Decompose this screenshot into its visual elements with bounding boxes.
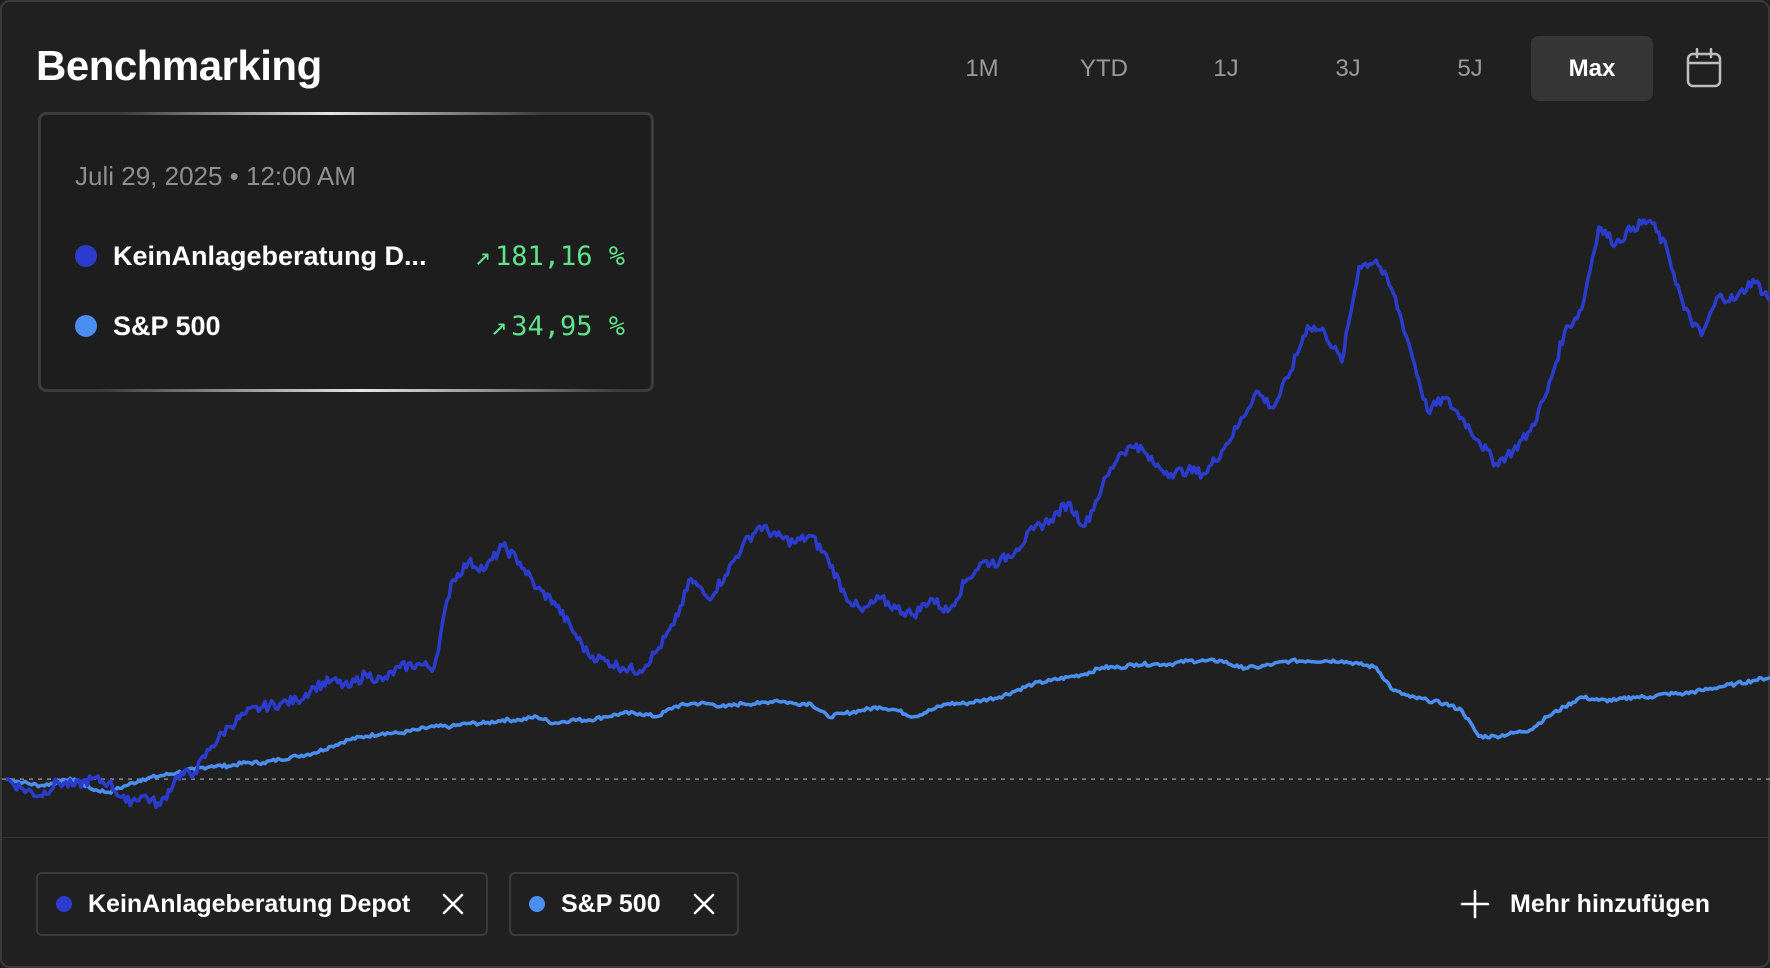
- close-icon[interactable]: [691, 891, 717, 917]
- tooltip-row-depot: KeinAnlageberatung D... ↗ 181,16 %: [75, 236, 625, 276]
- tooltip-series-value: ↗ 181,16 %: [475, 241, 625, 272]
- calendar-icon[interactable]: [1686, 48, 1722, 88]
- add-benchmark-label: Mehr hinzufügen: [1510, 889, 1710, 918]
- series-dot-icon: [529, 896, 545, 912]
- tooltip-row-sp500: S&P 500 ↗ 34,95 %: [75, 306, 625, 346]
- range-1j[interactable]: 1J: [1213, 55, 1239, 82]
- range-max[interactable]: Max: [1531, 36, 1653, 101]
- tooltip-series-name: KeinAnlageberatung D...: [113, 240, 427, 271]
- arrow-up-right-icon: ↗: [474, 240, 491, 272]
- tooltip-highlight: [101, 389, 621, 392]
- add-benchmark-button[interactable]: Mehr hinzufügen: [1460, 882, 1710, 926]
- chip-label: S&P 500: [561, 889, 661, 918]
- chart-tooltip: Juli 29, 2025 • 12:00 AM KeinAnlageberat…: [38, 112, 654, 392]
- divider: [2, 837, 1770, 838]
- series-dot-icon: [75, 315, 97, 337]
- close-icon[interactable]: [440, 891, 466, 917]
- tooltip-series-value: ↗ 34,95 %: [491, 311, 625, 342]
- tooltip-highlight: [121, 112, 541, 115]
- series-chip-depot[interactable]: KeinAnlageberatung Depot: [36, 872, 489, 936]
- series-line-sp500: [5, 657, 1770, 795]
- chip-label: KeinAnlageberatung Depot: [88, 889, 411, 918]
- range-5j[interactable]: 5J: [1457, 55, 1483, 82]
- range-ytd[interactable]: YTD: [1080, 55, 1128, 82]
- arrow-up-right-icon: ↗: [490, 310, 508, 342]
- range-3j[interactable]: 3J: [1335, 55, 1361, 82]
- time-range-selector: 1M YTD 1J 3J 5J Max: [921, 36, 1653, 101]
- tooltip-value-text: 181,16 %: [494, 240, 625, 272]
- range-1m[interactable]: 1M: [965, 55, 999, 82]
- tooltip-value-text: 34,95 %: [511, 310, 625, 342]
- plus-icon: [1460, 889, 1490, 919]
- tooltip-series-name: S&P 500: [113, 310, 221, 341]
- tooltip-date: Juli 29, 2025 • 12:00 AM: [75, 161, 356, 191]
- page-title: Benchmarking: [36, 42, 322, 89]
- series-dot-icon: [75, 245, 97, 267]
- series-line-depot: [6, 218, 1770, 810]
- series-chip-sp500[interactable]: S&P 500: [509, 872, 739, 936]
- benchmark-line-chart[interactable]: [2, 102, 1770, 837]
- series-dot-icon: [56, 896, 72, 912]
